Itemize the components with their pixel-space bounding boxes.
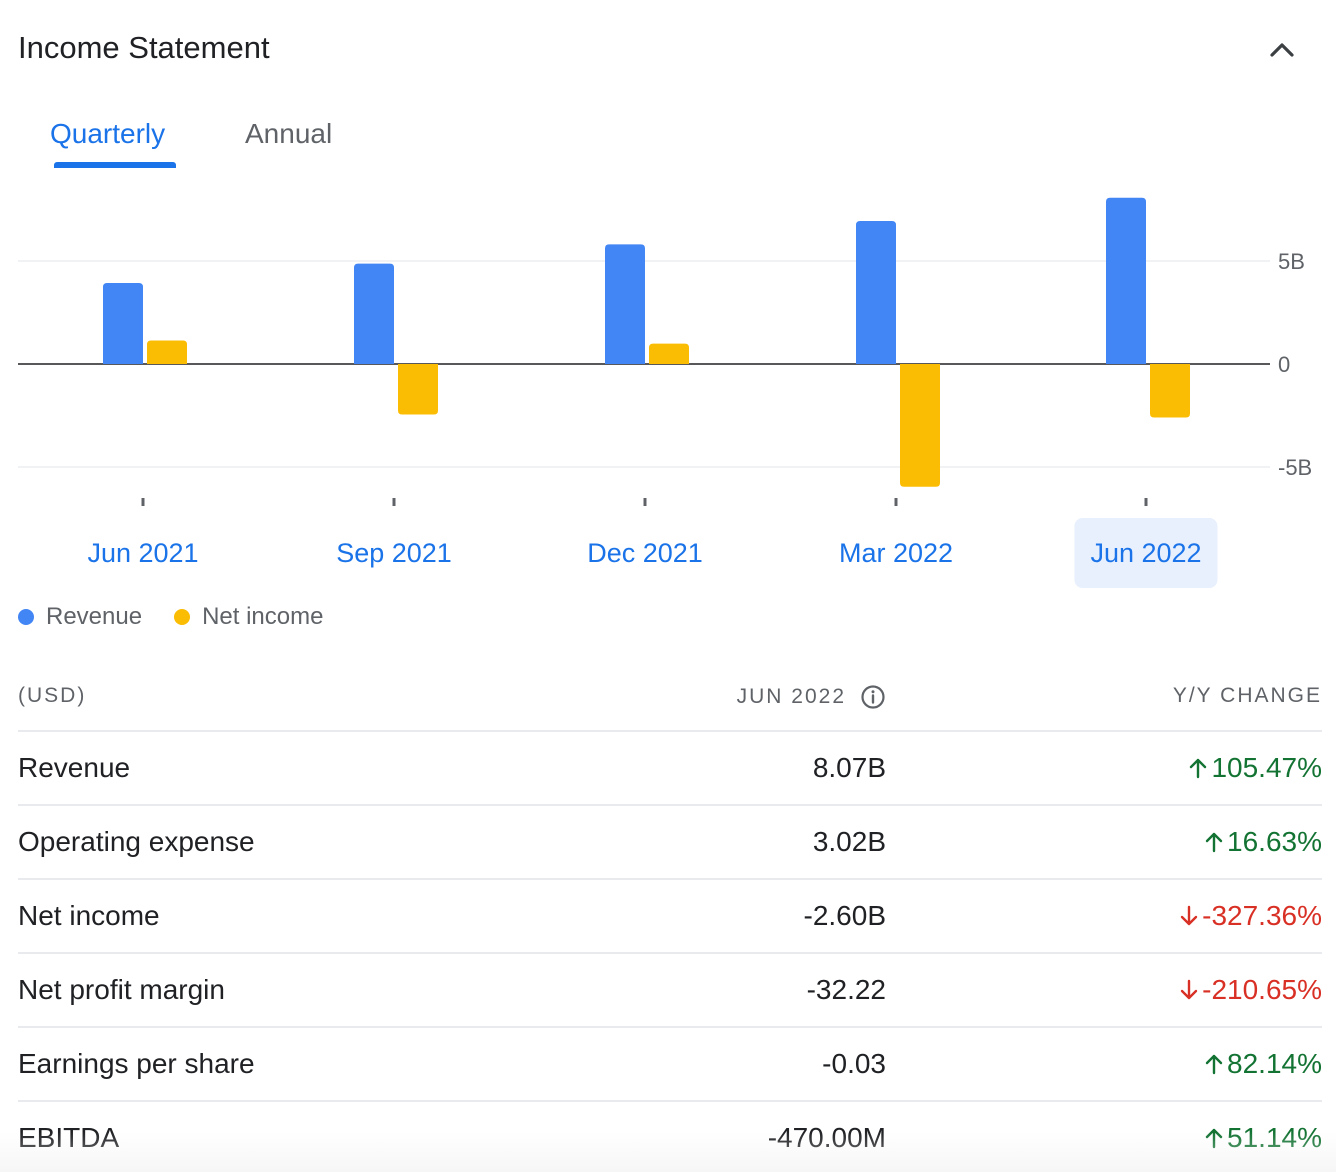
legend-label-revenue: Revenue bbox=[46, 603, 143, 630]
row-change-value: 105.47% bbox=[1211, 752, 1322, 783]
arrow-up-icon bbox=[1190, 758, 1207, 779]
tab-annual[interactable]: Annual bbox=[245, 118, 333, 149]
row-change: 82.14% bbox=[1203, 1048, 1322, 1080]
row-value: -0.03 bbox=[822, 1048, 886, 1079]
x-label-jun-2022[interactable]: Jun 2022 bbox=[1074, 518, 1218, 588]
revenue-bar-mar-2022 bbox=[856, 221, 896, 364]
row-label: Net profit margin bbox=[18, 974, 225, 1005]
table-row: Net profit margin -32.22 -210.65% bbox=[18, 954, 1322, 1028]
chevron-up-icon[interactable] bbox=[1266, 34, 1298, 66]
table-row: EBITDA -470.00M 51.14% bbox=[18, 1102, 1322, 1174]
row-change-value: -327.36% bbox=[1202, 900, 1322, 931]
table-body: Revenue 8.07B 105.47% Operating expense 3.02… bbox=[18, 732, 1322, 1174]
x-label-dec-2021[interactable]: Dec 2021 bbox=[587, 538, 703, 568]
header-period: JUN 2022 bbox=[737, 684, 886, 710]
x-label-sep-2021[interactable]: Sep 2021 bbox=[336, 538, 452, 568]
header-change: Y/Y CHANGE bbox=[1172, 684, 1322, 707]
legend-item-net-income: Net income bbox=[174, 603, 323, 631]
net-income-bar-mar-2022 bbox=[900, 364, 940, 487]
net-income-bar-sep-2021 bbox=[398, 364, 438, 415]
row-value: -32.22 bbox=[806, 974, 886, 1005]
legend-label-net-income: Net income bbox=[202, 603, 324, 630]
x-label-jun-2021[interactable]: Jun 2021 bbox=[87, 538, 199, 568]
revenue-bar-sep-2021 bbox=[354, 263, 394, 364]
row-change-value: 16.63% bbox=[1227, 826, 1322, 857]
table-row: Net income -2.60B -327.36% bbox=[18, 880, 1322, 954]
income-chart: 5B 0 -5B bbox=[18, 197, 1312, 506]
net-income-bar-dec-2021 bbox=[649, 343, 689, 364]
revenue-bar-dec-2021 bbox=[605, 244, 645, 364]
row-change: 105.47% bbox=[1187, 752, 1322, 784]
row-change: -210.65% bbox=[1178, 974, 1322, 1006]
x-label-mar-2022[interactable]: Mar 2022 bbox=[838, 538, 954, 568]
legend-item-revenue: Revenue bbox=[18, 603, 142, 631]
row-label: Net income bbox=[18, 900, 160, 931]
income-table: (USD) JUN 2022 Y/Y CHANGE Revenue 8.07B 10… bbox=[18, 666, 1322, 1174]
arrow-down-icon bbox=[1180, 979, 1198, 1000]
row-label: Earnings per share bbox=[18, 1048, 255, 1079]
tab-quarterly[interactable]: Quarterly bbox=[50, 118, 166, 149]
revenue-bar-jun-2021 bbox=[103, 283, 143, 364]
y-tick-label: -5B bbox=[1278, 455, 1312, 480]
row-label: Revenue bbox=[18, 752, 131, 783]
table-row: Revenue 8.07B 105.47% bbox=[18, 732, 1322, 806]
table-row: Operating expense 3.02B 16.63% bbox=[18, 806, 1322, 880]
row-value: -2.60B bbox=[803, 900, 887, 931]
arrow-down-icon bbox=[1180, 905, 1198, 926]
table-header: (USD) JUN 2022 Y/Y CHANGE bbox=[18, 666, 1322, 732]
row-value: -470.00M bbox=[767, 1122, 886, 1153]
row-change-value: -210.65% bbox=[1202, 974, 1322, 1005]
arrow-up-icon bbox=[1205, 832, 1223, 853]
section-header: Income Statement bbox=[18, 28, 1312, 72]
section-title: Income Statement bbox=[18, 30, 270, 65]
row-change: -327.36% bbox=[1178, 900, 1322, 932]
y-tick-label: 5B bbox=[1278, 249, 1305, 274]
row-change: 16.63% bbox=[1203, 826, 1322, 858]
table-row: Earnings per share -0.03 82.14% bbox=[18, 1028, 1322, 1102]
header-currency: (USD) bbox=[18, 684, 87, 707]
arrow-up-icon bbox=[1205, 1054, 1223, 1075]
active-tab-indicator bbox=[54, 162, 176, 168]
row-change: 51.14% bbox=[1203, 1122, 1322, 1154]
revenue-bar-jun-2022 bbox=[1106, 197, 1146, 364]
header-period-label: JUN 2022 bbox=[736, 685, 846, 708]
arrow-up-icon bbox=[1205, 1128, 1223, 1149]
legend-dot-revenue bbox=[18, 609, 34, 625]
info-icon[interactable] bbox=[860, 684, 886, 710]
row-change-value: 82.14% bbox=[1227, 1048, 1322, 1079]
net-income-bar-jun-2022 bbox=[1150, 364, 1190, 418]
row-label: EBITDA bbox=[18, 1122, 120, 1153]
row-value: 3.02B bbox=[812, 826, 886, 857]
chart-legend: Revenue Net income bbox=[18, 600, 355, 634]
row-label: Operating expense bbox=[18, 826, 255, 857]
row-value: 8.07B bbox=[812, 752, 886, 783]
row-change-value: 51.14% bbox=[1227, 1122, 1322, 1153]
legend-dot-net-income bbox=[174, 609, 191, 625]
y-tick-label: 0 bbox=[1278, 352, 1290, 377]
net-income-bar-jun-2021 bbox=[147, 340, 187, 364]
